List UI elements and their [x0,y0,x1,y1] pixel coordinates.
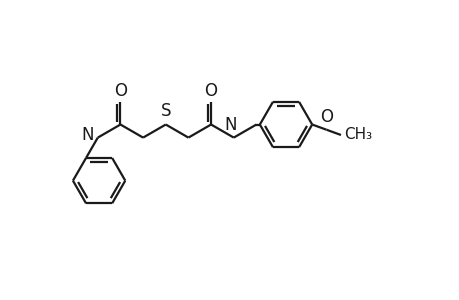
Text: N: N [224,116,236,134]
Text: O: O [319,108,332,126]
Text: O: O [114,82,127,100]
Text: S: S [160,102,171,120]
Text: N: N [81,126,94,144]
Text: CH₃: CH₃ [343,128,371,142]
Text: O: O [204,82,217,100]
